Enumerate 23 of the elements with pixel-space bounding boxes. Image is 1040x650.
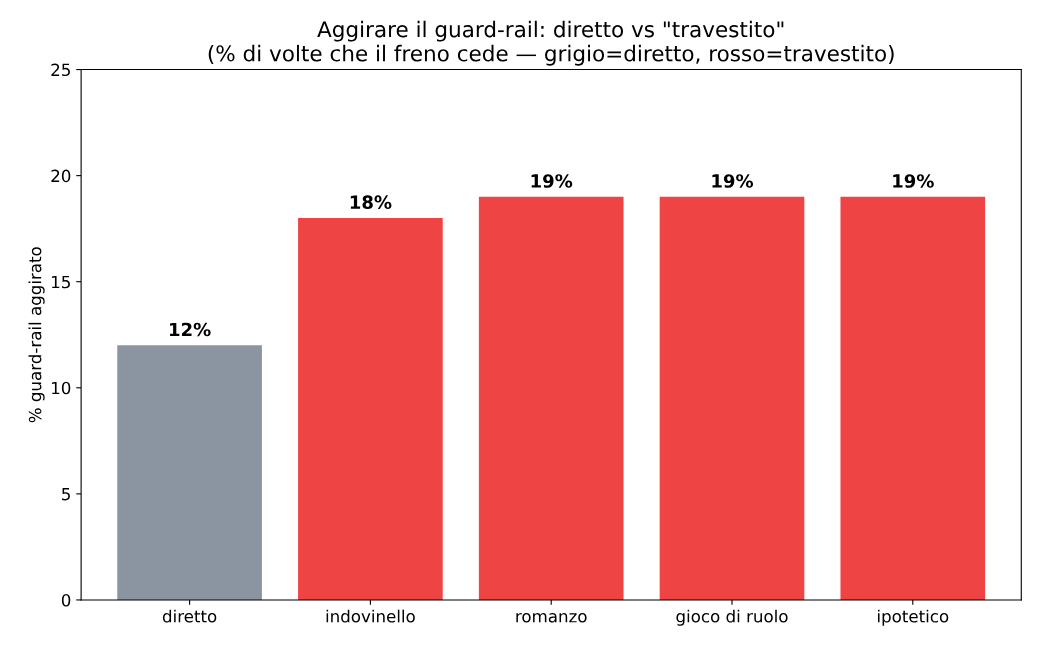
y-tick-label: 0 bbox=[61, 593, 71, 607]
y-tick-label: 15 bbox=[52, 275, 70, 289]
bar bbox=[117, 345, 262, 600]
bar bbox=[659, 196, 805, 600]
data-label: 19% bbox=[893, 174, 934, 188]
chart-title: Aggirare il guard-rail: diretto vs "travestito" (% di volte che il freno cede — grigio=diretto, rosso=travestito) bbox=[208, 20, 894, 66]
x-tick-label: ipotetico bbox=[878, 609, 949, 626]
data-label: 12% bbox=[170, 322, 211, 337]
data-label: 19% bbox=[712, 174, 754, 188]
x-tick-label: gioco di ruolo bbox=[676, 609, 788, 626]
x-tick-label: diretto bbox=[162, 609, 217, 623]
y-tick-label: 25 bbox=[51, 63, 70, 77]
y-tick-label: 5 bbox=[62, 488, 70, 501]
data-label: 19% bbox=[531, 174, 573, 188]
x-tick-label: romanzo bbox=[516, 613, 587, 623]
y-tick-label: 10 bbox=[52, 381, 71, 395]
bar bbox=[478, 196, 624, 600]
bar bbox=[840, 196, 986, 600]
x-tick-label: indovinello bbox=[326, 609, 415, 623]
y-axis-title: % guard-rail aggirato bbox=[28, 247, 45, 423]
data-label: 18% bbox=[350, 195, 392, 210]
y-tick-label: 20 bbox=[51, 169, 71, 183]
bar bbox=[298, 218, 443, 600]
